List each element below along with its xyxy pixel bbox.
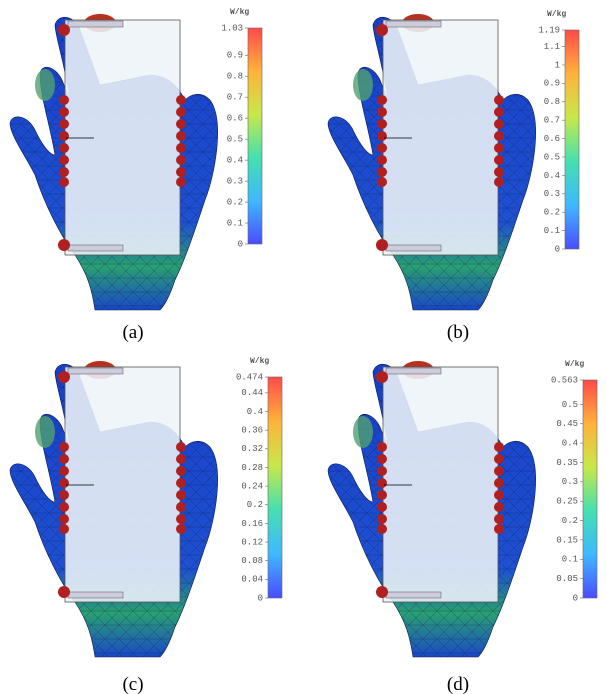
colorbar-tick-label: 0.44: [241, 388, 263, 398]
colorbar-tick-label: 0.3: [544, 189, 560, 199]
colorbar-tick-label: 1: [555, 60, 560, 70]
colorbar-tick-label: 0.9: [544, 79, 560, 89]
colorbar-tick-label: 0.36: [241, 426, 263, 436]
colorbar-tick-label: 0.24: [241, 481, 263, 491]
colorbar-tick-label: 0.8: [227, 72, 243, 82]
colorbar-tick-label: 0.2: [544, 208, 560, 218]
panel-caption: (c): [122, 674, 143, 694]
colorbar-unit: W/kg: [565, 360, 584, 369]
colorbar-unit: W/kg: [250, 357, 269, 366]
colorbar-unit: W/kg: [547, 10, 566, 19]
colorbar: [565, 30, 579, 249]
colorbar-tick-label: 0.2: [247, 500, 263, 510]
colorbar-tick-label: 0.15: [556, 535, 578, 545]
colorbar-tick-label: 0.5: [562, 400, 578, 410]
colorbar-tick-label: 0.1: [227, 218, 243, 228]
figure: W/kg 1.03 0.9 0.8 0.7 0.6 0.5 0.4 0.3 0.2 0.1 0 (a) W…: [0, 0, 607, 694]
colorbar-tick-label: 0.45: [556, 419, 578, 429]
colorbar-tick-label: 0.2: [562, 516, 578, 526]
hand-model: [10, 361, 218, 657]
colorbar-tick-label: 0.8: [544, 97, 560, 107]
panel-caption: (d): [447, 674, 469, 694]
hand-model: [328, 14, 536, 310]
panel-caption: (a): [122, 322, 143, 343]
colorbar-tick-label: 0: [573, 593, 578, 603]
colorbar-tick-label: 0.08: [241, 556, 263, 566]
colorbar-tick-label: 0.3: [227, 176, 243, 186]
colorbar-tick-label: 0.7: [227, 93, 243, 103]
colorbar-tick-label: 0.3: [562, 477, 578, 487]
panel-caption: (b): [447, 322, 469, 343]
colorbar-tick-label: 0.12: [241, 537, 263, 547]
colorbar-tick-label: 0.25: [556, 497, 578, 507]
colorbar-tick-label: 0.32: [241, 444, 263, 454]
colorbar-tick-label: 0.7: [544, 116, 560, 126]
colorbar-tick-label: 0.16: [241, 519, 263, 529]
colorbar-tick-label: 0.05: [556, 574, 578, 584]
colorbar-tick-label: 0.6: [544, 134, 560, 144]
colorbar-tick-label: 0: [238, 239, 243, 249]
colorbar-tick-label: 0.04: [241, 575, 263, 585]
colorbar-tick-label: 0.4: [544, 171, 560, 181]
colorbar: [268, 377, 282, 598]
colorbar-tick-label: 0.6: [227, 114, 243, 124]
colorbar-tick-label: 1.19: [538, 25, 560, 35]
colorbar-tick-label: 0.35: [556, 458, 578, 468]
hand-model: [328, 361, 536, 657]
colorbar-tick-label: 0: [555, 244, 560, 254]
colorbar-tick-label: 0.5: [544, 152, 560, 162]
colorbar: [583, 380, 597, 598]
colorbar-tick-label: 0.28: [241, 463, 263, 473]
colorbar-tick-label: 0.474: [236, 372, 263, 382]
colorbar-tick-label: 1.03: [221, 23, 243, 33]
colorbar-tick-label: 0.1: [544, 226, 560, 236]
colorbar-tick-label: 0.9: [227, 51, 243, 61]
colorbar-tick-label: 1.1: [544, 42, 560, 52]
colorbar-tick-label: 0.563: [551, 375, 578, 385]
colorbar-tick-label: 0.1: [562, 555, 578, 565]
colorbar-tick-label: 0.4: [247, 407, 263, 417]
colorbar-unit: W/kg: [230, 8, 249, 17]
colorbar-tick-label: 0: [258, 593, 263, 603]
colorbar-tick-label: 0.4: [227, 155, 243, 165]
hand-model: [10, 14, 218, 310]
colorbar: [248, 28, 262, 244]
colorbar-tick-label: 0.4: [562, 438, 578, 448]
colorbar-tick-label: 0.2: [227, 197, 243, 207]
colorbar-tick-label: 0.5: [227, 135, 243, 145]
